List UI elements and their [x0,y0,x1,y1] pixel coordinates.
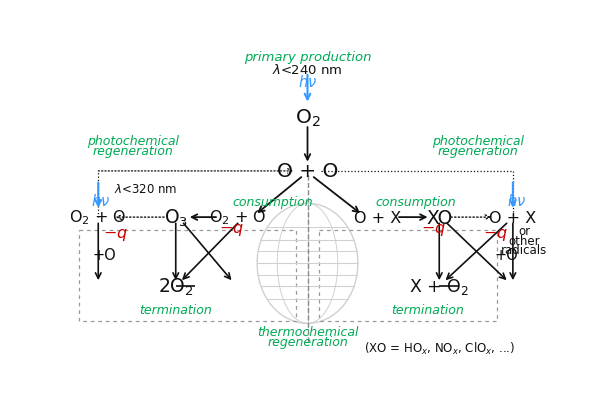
Text: $-q$: $-q$ [219,221,244,237]
Text: +O: +O [495,247,518,262]
Text: $h\nu$: $h\nu$ [507,193,526,209]
Text: $\lambda$<240 nm: $\lambda$<240 nm [272,62,343,76]
Text: termination: termination [139,303,212,316]
Text: O$_3$: O$_3$ [164,207,188,228]
Text: O$_2$ + O: O$_2$ + O [70,208,127,227]
Text: regeneration: regeneration [267,335,348,348]
Text: $-q$: $-q$ [484,226,508,243]
Text: XO: XO [426,208,452,227]
Text: thermochemical: thermochemical [257,325,358,338]
Text: radicals: radicals [502,243,548,256]
Bar [319,230,497,321]
Bar [79,230,296,321]
Text: photochemical: photochemical [87,134,179,147]
Text: O$_2$ + O: O$_2$ + O [209,208,266,227]
Text: other: other [509,234,541,247]
Text: (XO = HO$_x$, NO$_x$, ClO$_x$, ...): (XO = HO$_x$, NO$_x$, ClO$_x$, ...) [364,340,515,356]
Text: consumption: consumption [376,196,457,209]
Text: $h\nu$: $h\nu$ [298,74,317,90]
Text: +O: +O [92,247,116,262]
Text: consumption: consumption [232,196,313,209]
Text: X + O$_2$: X + O$_2$ [409,277,469,297]
Text: O + O: O + O [277,162,338,181]
Text: $-q$: $-q$ [103,226,128,243]
Text: regeneration: regeneration [437,144,518,157]
Text: O + X: O + X [489,210,536,225]
Text: 2O$_2$: 2O$_2$ [158,276,194,297]
Text: $\lambda$<320 nm: $\lambda$<320 nm [114,183,177,196]
Text: termination: termination [391,303,464,316]
Text: $h\nu$: $h\nu$ [91,193,110,209]
Text: O$_2$: O$_2$ [295,107,320,128]
Text: or: or [518,225,530,238]
Text: photochemical: photochemical [432,134,524,147]
Text: primary production: primary production [244,51,371,64]
Text: $-q$: $-q$ [421,221,446,237]
Text: O + X: O + X [353,210,401,225]
Text: regeneration: regeneration [93,144,173,157]
